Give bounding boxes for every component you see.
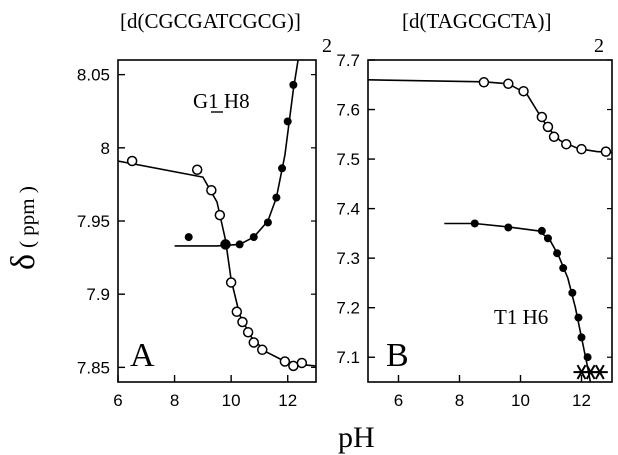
data-point-open — [600, 146, 612, 157]
data-point-open — [561, 138, 572, 150]
data-point-filled — [553, 249, 562, 258]
data-point-open — [191, 164, 203, 176]
data-point-filled — [221, 240, 230, 249]
y-tick-label: 8 — [101, 139, 110, 158]
panel-a-title-subscript: 2 — [322, 35, 332, 57]
panel-b-title: [d(TAGCGCTA)] — [402, 9, 551, 33]
y-axis-label: δ ( ppm ) — [5, 186, 42, 270]
data-point-open — [296, 357, 308, 369]
x-tick-label: 8 — [455, 391, 464, 410]
panel-a-annotation: G1 H8 — [193, 89, 250, 113]
data-point-open — [478, 77, 490, 88]
data-point-open — [214, 209, 226, 221]
data-point-open — [248, 337, 260, 348]
x-axis-label: pH — [338, 421, 375, 454]
y-tick-label: 7.9 — [86, 285, 110, 304]
data-point-filled — [574, 313, 583, 322]
data-point-open — [231, 306, 243, 317]
y-tick-label: 7.2 — [336, 299, 360, 318]
data-point-open — [548, 131, 560, 143]
data-point-filled — [283, 117, 292, 126]
data-point-open — [237, 316, 248, 328]
data-point-filled — [235, 240, 244, 249]
data-point-filled — [470, 219, 479, 228]
data-point-filled — [583, 353, 592, 362]
data-point-open — [288, 360, 299, 372]
x-tick-label: 10 — [222, 391, 241, 410]
panel-b-frame — [367, 59, 613, 383]
panel-b-plot: 6 8 10 12 7.1 7.2 7.3 7.4 7.5 7.6 7.7 — [336, 51, 612, 410]
data-point-filled — [559, 264, 568, 273]
y-tick-label: 7.85 — [77, 358, 110, 377]
fit-curve-open — [118, 160, 316, 367]
x-tick-label: 6 — [394, 391, 403, 410]
data-point-open — [542, 121, 554, 133]
y-tick-label: 7.6 — [336, 101, 360, 120]
svg-text:( ppm ): ( ppm ) — [15, 186, 39, 248]
y-tick-label: 8.05 — [77, 66, 110, 85]
data-point-open — [536, 111, 548, 123]
panel-b-letter: B — [386, 337, 409, 374]
data-point-filled — [263, 218, 272, 227]
data-point-filled — [537, 226, 546, 235]
data-point-filled — [543, 234, 552, 243]
panel-a-letter: A — [130, 337, 155, 374]
data-point-open — [503, 78, 514, 90]
panel-b-title-subscript: 2 — [594, 35, 604, 57]
panel-b-annotation: T1 H6 — [494, 305, 548, 329]
data-point-open — [242, 326, 254, 338]
y-tick-label: 7.3 — [336, 249, 360, 268]
y-tick-label: 7.7 — [336, 51, 360, 70]
y-tick-label: 7.95 — [77, 212, 110, 231]
data-point-open — [206, 185, 217, 196]
x-tick-label: 6 — [113, 391, 122, 410]
data-point-filled — [289, 80, 298, 89]
data-point-filled — [272, 193, 281, 202]
data-point-filled — [278, 164, 287, 173]
data-point-open — [225, 277, 237, 288]
x-tick-label: 10 — [511, 391, 530, 410]
panel-a-title: [d(CGCGATCGCG)] — [120, 9, 301, 33]
data-point-open — [279, 356, 291, 367]
data-point-filled — [568, 288, 577, 297]
data-point-filled — [504, 223, 513, 232]
y-tick-label: 7.1 — [336, 348, 360, 367]
data-point-filled — [249, 233, 258, 242]
y-tick-label: 7.4 — [336, 200, 360, 219]
fit-curve-filled — [174, 60, 299, 247]
x-tick-label: 8 — [170, 391, 179, 410]
data-point-filled — [184, 233, 193, 242]
data-point-open — [518, 85, 529, 97]
fit-curve-open — [368, 79, 612, 154]
data-point-asterisk — [591, 364, 608, 380]
panel-a-plot: 6 8 10 12 7.85 7.9 7.95 8 8.05 — [77, 60, 316, 410]
data-point-open — [126, 155, 138, 167]
y-tick-label: 7.5 — [336, 150, 360, 169]
data-point-filled — [577, 333, 586, 342]
svg-text:δ: δ — [5, 254, 42, 270]
x-tick-label: 12 — [572, 391, 591, 410]
data-point-open — [576, 143, 587, 155]
x-tick-label: 12 — [278, 391, 297, 410]
data-point-open — [257, 344, 268, 356]
